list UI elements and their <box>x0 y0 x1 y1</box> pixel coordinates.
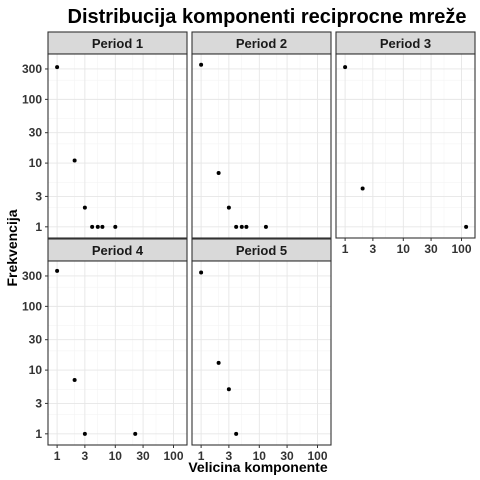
facet-label: Period 2 <box>236 36 287 51</box>
y-tick-label: 30 <box>29 333 43 347</box>
data-point <box>82 205 87 210</box>
data-point <box>343 65 348 70</box>
data-point <box>226 387 231 392</box>
data-point <box>90 224 95 229</box>
data-point <box>244 224 249 229</box>
panel-border <box>47 53 188 239</box>
y-tick-label: 100 <box>22 92 42 106</box>
data-point <box>100 224 105 229</box>
data-point <box>360 186 365 191</box>
panel-border <box>191 53 332 239</box>
data-point <box>263 224 268 229</box>
data-point <box>199 270 204 275</box>
x-tick-label: 100 <box>307 449 327 463</box>
data-point <box>216 170 221 175</box>
data-point <box>234 224 239 229</box>
chart-title: Distribucija komponenti reciprocne mreže <box>68 6 467 28</box>
data-point <box>82 431 87 436</box>
x-tick-label: 30 <box>136 449 150 463</box>
data-point <box>113 224 118 229</box>
data-point <box>55 65 60 70</box>
facet-label: Period 1 <box>92 36 143 51</box>
data-point <box>464 224 469 229</box>
x-tick-label: 100 <box>163 449 183 463</box>
facet-label: Period 4 <box>92 243 144 258</box>
data-point <box>226 205 231 210</box>
panel-background <box>192 261 331 445</box>
data-point <box>72 158 77 163</box>
panel-border <box>191 260 332 446</box>
data-point <box>199 62 204 67</box>
panel-background <box>48 54 187 238</box>
panel-border <box>47 260 188 446</box>
facet-label: Period 5 <box>236 243 287 258</box>
data-point <box>133 431 138 436</box>
data-point <box>216 360 221 365</box>
x-tick-label: 3 <box>370 242 377 256</box>
data-point <box>234 431 239 436</box>
x-tick-label: 1 <box>198 449 205 463</box>
panel-background <box>336 54 475 238</box>
x-tick-label: 3 <box>226 449 233 463</box>
facet-label: Period 3 <box>380 36 431 51</box>
x-tick-label: 10 <box>109 449 123 463</box>
y-tick-label: 1 <box>35 427 42 441</box>
y-tick-label: 100 <box>22 299 42 313</box>
data-point <box>55 268 60 273</box>
panel-background <box>48 261 187 445</box>
y-tick-label: 3 <box>35 189 42 203</box>
data-point <box>95 224 100 229</box>
facet-panels: Period 1 1 3 10 30 100 300 Period 2 Period 3 1 3 10… <box>22 31 476 463</box>
y-tick-label: 3 <box>35 396 42 410</box>
y-tick-label: 10 <box>29 156 43 170</box>
y-tick-label: 300 <box>22 269 42 283</box>
x-tick-label: 30 <box>424 242 438 256</box>
x-tick-label: 1 <box>342 242 349 256</box>
facet-panel: Period 5 1 3 10 30 100 <box>191 238 332 463</box>
x-tick-label: 3 <box>82 449 89 463</box>
x-tick-label: 30 <box>280 449 294 463</box>
y-tick-label: 1 <box>35 220 42 234</box>
x-tick-label: 100 <box>451 242 471 256</box>
data-point <box>72 377 77 382</box>
x-tick-label: 1 <box>54 449 61 463</box>
panel-background <box>192 54 331 238</box>
x-axis-title: Velicina komponente <box>188 459 327 475</box>
data-point <box>239 224 244 229</box>
y-tick-label: 30 <box>29 126 43 140</box>
panel-border <box>335 53 476 239</box>
y-tick-label: 10 <box>29 363 43 377</box>
x-tick-label: 10 <box>397 242 411 256</box>
y-axis-title: Frekvencija <box>4 209 20 286</box>
y-tick-label: 300 <box>22 62 42 76</box>
facet-panel: Period 3 1 3 10 30 100 <box>335 31 476 256</box>
facet-panel: Period 2 <box>191 31 332 239</box>
x-tick-label: 10 <box>253 449 267 463</box>
facet-panel: Period 4 1 3 10 30 100 300 1 3 10 30 100 <box>22 238 188 463</box>
facet-panel: Period 1 1 3 10 30 100 300 <box>22 31 188 239</box>
